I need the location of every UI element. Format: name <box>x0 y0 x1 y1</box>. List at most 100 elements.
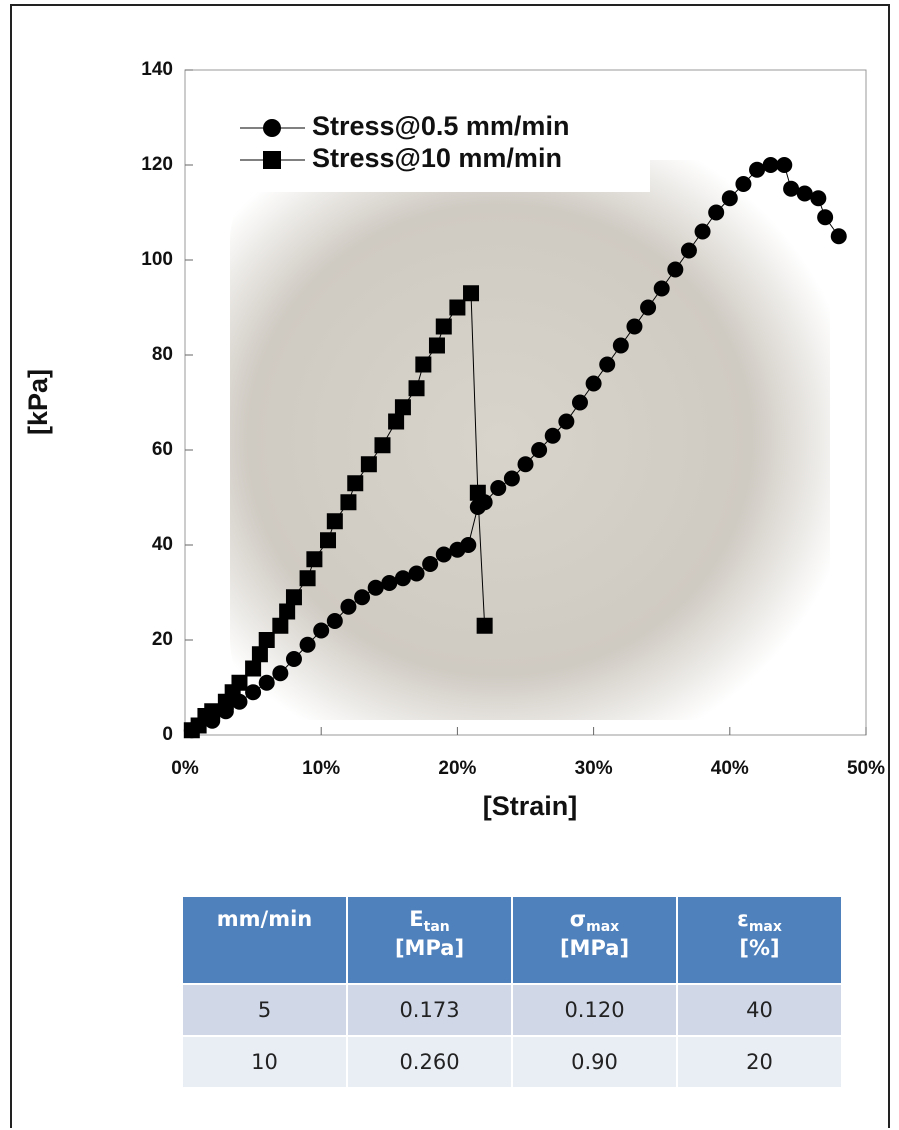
marker <box>735 176 751 192</box>
marker <box>810 190 826 206</box>
marker <box>231 675 247 691</box>
marker <box>749 162 765 178</box>
y-tick-label: 40 <box>152 534 173 555</box>
header-cell: mm/min <box>183 897 348 983</box>
unit: [%] <box>739 936 779 960</box>
page: [Strain] [kPa] 0204060801001201400%10%20… <box>0 0 899 1130</box>
marker <box>347 475 363 491</box>
marker <box>460 537 476 553</box>
symbol: ε <box>737 907 749 931</box>
marker <box>245 684 261 700</box>
marker <box>354 589 370 605</box>
subscript: max <box>586 919 619 935</box>
marker <box>327 613 343 629</box>
marker <box>817 209 833 225</box>
marker <box>470 485 486 501</box>
table-cell: 10 <box>183 1037 348 1087</box>
marker <box>613 338 629 354</box>
marker <box>545 428 561 444</box>
marker <box>374 437 390 453</box>
header-cell: εmax[%] <box>678 897 843 983</box>
marker <box>368 580 384 596</box>
marker <box>313 623 329 639</box>
marker <box>204 703 220 719</box>
header-cell: σmax[MPa] <box>513 897 678 983</box>
marker <box>429 338 445 354</box>
marker <box>422 556 438 572</box>
marker <box>681 243 697 259</box>
marker <box>320 532 336 548</box>
marker <box>361 456 377 472</box>
marker <box>463 285 479 301</box>
marker <box>722 190 738 206</box>
table-cell: 0.90 <box>513 1037 678 1087</box>
marker <box>272 665 288 681</box>
y-tick-label: 20 <box>152 629 173 650</box>
x-tick-label: 30% <box>575 758 613 779</box>
table-cell: 0.173 <box>348 985 513 1035</box>
legend-label: Stress@0.5 mm/min <box>312 111 569 141</box>
y-tick-label: 140 <box>141 59 173 80</box>
marker <box>831 228 847 244</box>
header-cell: Etan[MPa] <box>348 897 513 983</box>
subscript: max <box>749 919 782 935</box>
table-cell: 5 <box>183 985 348 1035</box>
marker <box>286 651 302 667</box>
marker <box>327 513 343 529</box>
marker <box>436 547 452 563</box>
marker <box>599 357 615 373</box>
marker <box>504 471 520 487</box>
marker <box>300 637 316 653</box>
marker <box>654 281 670 297</box>
marker <box>797 186 813 202</box>
marker <box>708 205 724 221</box>
marker <box>306 551 322 567</box>
marker <box>640 300 656 316</box>
marker <box>626 319 642 335</box>
marker <box>409 380 425 396</box>
marker <box>586 376 602 392</box>
marker <box>252 646 268 662</box>
marker <box>395 570 411 586</box>
marker <box>763 157 779 173</box>
marker <box>695 224 711 240</box>
marker <box>531 442 547 458</box>
table-cell: 40 <box>678 985 843 1035</box>
x-tick-label: 0% <box>171 758 199 779</box>
subscript: tan <box>424 919 450 935</box>
x-tick-label: 40% <box>711 758 749 779</box>
marker <box>286 589 302 605</box>
legend-label: Stress@10 mm/min <box>312 143 562 173</box>
y-tick-label: 120 <box>141 154 173 175</box>
marker <box>259 675 275 691</box>
marker <box>783 181 799 197</box>
marker <box>436 319 452 335</box>
marker <box>449 300 465 316</box>
symbol: σ <box>570 907 586 931</box>
x-axis-label: [Strain] <box>483 791 578 821</box>
x-tick-label: 10% <box>302 758 340 779</box>
marker <box>245 661 261 677</box>
x-tick-label: 20% <box>438 758 476 779</box>
marker <box>518 456 534 472</box>
table-cell: 0.260 <box>348 1037 513 1087</box>
table-cell: 0.120 <box>513 985 678 1035</box>
table-cell: 20 <box>678 1037 843 1087</box>
y-tick-label: 80 <box>152 344 173 365</box>
marker <box>263 151 281 169</box>
marker <box>259 632 275 648</box>
marker <box>279 604 295 620</box>
marker <box>340 599 356 615</box>
marker <box>477 618 493 634</box>
symbol: E <box>409 907 423 931</box>
marker <box>272 618 288 634</box>
unit: [MPa] <box>560 936 629 960</box>
y-tick-label: 60 <box>152 439 173 460</box>
marker <box>395 399 411 415</box>
y-tick-label: 100 <box>141 249 173 270</box>
marker <box>388 414 404 430</box>
marker <box>667 262 683 278</box>
